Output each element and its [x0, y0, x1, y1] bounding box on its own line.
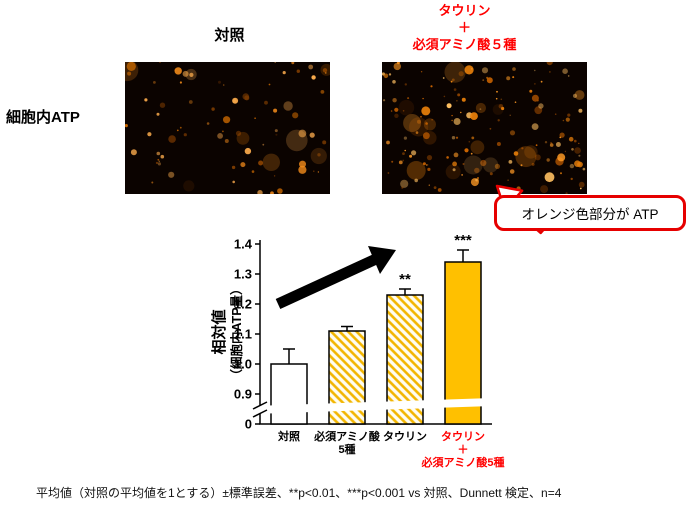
microscopy-image-control: [125, 62, 330, 194]
bar-chart-container: 0 0.9 1.0 1.1 1.2 1.3 1.4 ** *** 対照 必須アミノ酸 5種 タウリン タウ…: [200, 228, 530, 486]
svg-text:0.9: 0.9: [234, 387, 252, 402]
svg-text:1.0: 1.0: [234, 357, 252, 372]
svg-text:1.4: 1.4: [234, 237, 253, 252]
control-image-title: 対照: [214, 27, 245, 44]
svg-text:5種: 5種: [338, 442, 355, 456]
svg-text:***: ***: [454, 232, 472, 249]
intracellular-atp-label: 細胞内ATP: [6, 109, 80, 126]
microscopy-image-treated: [382, 62, 587, 194]
svg-text:1.3: 1.3: [234, 267, 252, 282]
callout-bubble: オレンジ色部分が ATP: [494, 195, 686, 231]
svg-text:**: **: [399, 271, 411, 288]
svg-text:＋: ＋: [458, 444, 469, 456]
svg-text:1.2: 1.2: [234, 297, 252, 312]
svg-text:必須アミノ酸5種: 必須アミノ酸5種: [421, 455, 505, 469]
footnote: 平均値（対照の平均値を1とする）±標準誤差、**p<0.01、***p<0.00…: [36, 486, 562, 500]
svg-text:相対値（細胞内ATP量）: 相対値 （細胞内ATP量）: [210, 282, 244, 381]
svg-text:対照: 対照: [277, 429, 300, 443]
callout-text: オレンジ色部分が ATP: [521, 207, 659, 222]
svg-text:タウリン: タウリン: [441, 430, 485, 443]
svg-text:タウリン: タウリン: [383, 430, 427, 443]
treated-image-title: タウリン ＋ 必須アミノ酸５種: [412, 3, 517, 52]
svg-text:1.1: 1.1: [234, 327, 252, 342]
svg-text:必須アミノ酸: 必須アミノ酸: [313, 429, 381, 443]
svg-text:0: 0: [245, 417, 252, 432]
